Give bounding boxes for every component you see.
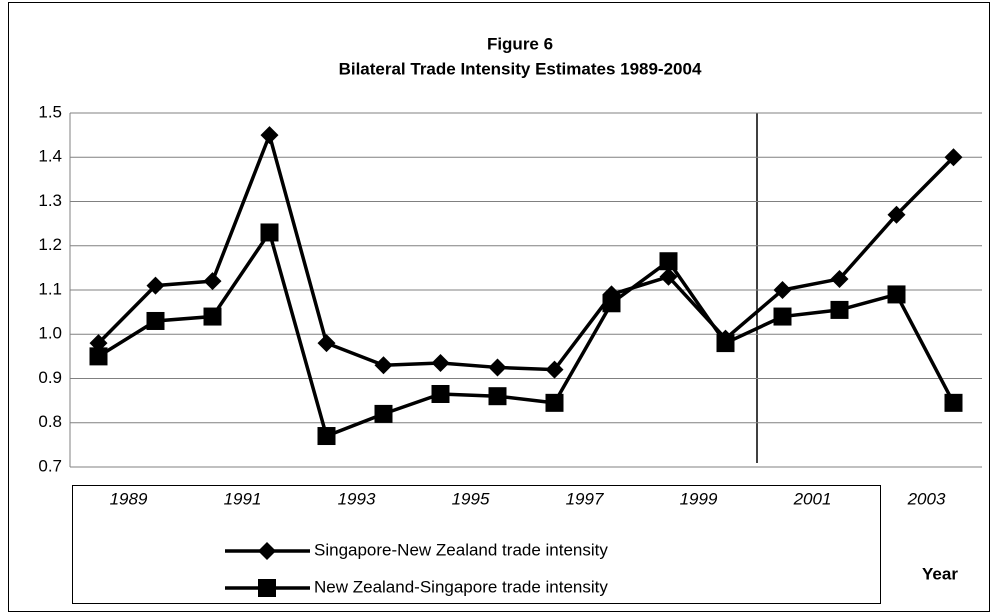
series-line: [97, 228, 956, 439]
y-tick-label: 1.2: [38, 235, 62, 254]
legend-box: [72, 485, 881, 604]
x-axis-label: Year: [922, 564, 958, 583]
data-point: [545, 393, 564, 412]
x-tick-label: 1989: [110, 489, 148, 508]
x-tick-label: 2003: [907, 489, 946, 508]
data-point: [944, 148, 963, 167]
x-tick-label: 1993: [338, 489, 376, 508]
data-point: [887, 285, 906, 304]
legend-label: Singapore-New Zealand trade intensity: [314, 540, 608, 559]
series-line: [97, 129, 955, 372]
data-point: [146, 276, 165, 295]
x-tick-label: 2001: [793, 489, 832, 508]
chart-title: Figure 6: [487, 34, 553, 53]
legend-marker: [258, 579, 276, 597]
data-point: [887, 205, 906, 224]
y-tick-label: 1.3: [38, 191, 62, 210]
x-tick-label: 1995: [452, 489, 490, 508]
legend-marker: [258, 542, 276, 560]
data-point: [431, 384, 450, 403]
y-tick-label: 1.4: [38, 147, 62, 166]
data-point: [773, 307, 792, 326]
chart-subtitle: Bilateral Trade Intensity Estimates 1989…: [339, 59, 702, 78]
data-point: [830, 269, 849, 288]
data-point: [146, 311, 165, 330]
x-tick-label: 1997: [566, 489, 604, 508]
chart-border: [8, 2, 990, 612]
data-point: [602, 294, 621, 313]
data-point: [260, 126, 279, 145]
data-point: [203, 272, 222, 291]
data-point: [488, 387, 507, 406]
data-point: [545, 360, 564, 379]
data-point: [374, 356, 393, 375]
data-point: [488, 358, 507, 377]
y-tick-label: 1.5: [38, 102, 62, 121]
x-tick-label: 1991: [224, 489, 262, 508]
data-point: [203, 307, 222, 326]
y-tick-label: 0.8: [38, 412, 62, 431]
y-tick-label: 0.7: [38, 456, 62, 475]
data-point: [431, 354, 450, 373]
x-tick-label: 1999: [680, 489, 718, 508]
data-point: [659, 252, 678, 271]
data-point: [944, 393, 963, 412]
legend-label: New Zealand-Singapore trade intensity: [314, 577, 608, 596]
data-point: [260, 223, 279, 242]
data-point: [317, 334, 336, 353]
data-point: [374, 404, 393, 423]
data-point: [830, 300, 849, 319]
data-point: [716, 334, 735, 353]
data-point: [317, 427, 336, 446]
y-tick-label: 1.0: [38, 324, 62, 343]
y-tick-label: 0.9: [38, 368, 62, 387]
data-point: [773, 281, 792, 299]
y-tick-label: 1.1: [38, 279, 62, 298]
data-point: [89, 347, 108, 366]
data-point: [659, 267, 678, 286]
